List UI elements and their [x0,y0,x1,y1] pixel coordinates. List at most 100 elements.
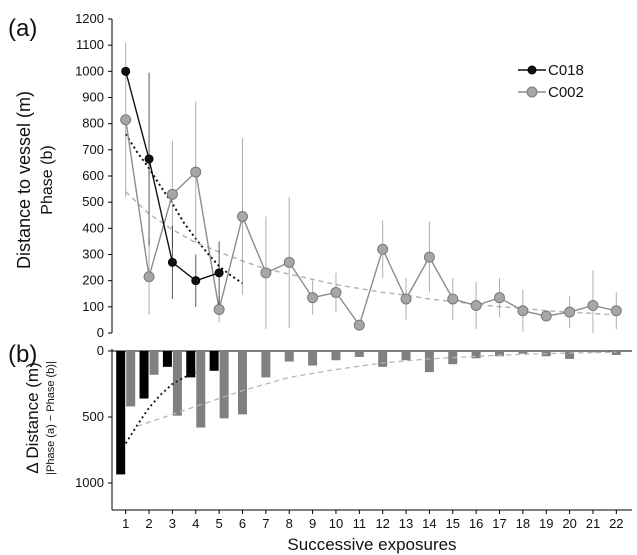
bar-c002 [565,351,575,359]
bar-c018 [162,351,172,367]
x-tick-label: 1 [122,516,129,531]
panel-b-y-axis-subtitle: |Phase (a) − Phase (b)| [45,361,57,475]
data-point-c002 [540,310,552,322]
legend-label-c002: C002 [548,84,584,101]
panel-a-y-tick-label: 700 [82,142,104,157]
data-point-c002 [260,267,272,279]
data-point-c002 [190,166,202,178]
bar-c002 [308,351,318,366]
bar-c018 [116,351,126,475]
data-point-c002 [447,293,459,305]
panel-a-y-axis-subtitle: Phase (b) [39,145,56,214]
trendline-c018 [124,133,244,285]
data-point-c002 [213,303,225,315]
data-point-c018 [144,154,154,164]
bar-c002 [219,351,229,419]
x-tick-label: 4 [192,516,199,531]
data-point-c002 [237,211,248,223]
panel-b-y-tick-label: 1000 [75,475,104,490]
panel-b-y-tick-label: 500 [82,409,104,424]
data-point-c002 [353,319,365,331]
panel-a-y-tick-label: 900 [82,90,104,105]
x-tick-label: 17 [492,516,506,531]
data-point-c002 [120,114,132,126]
x-tick-label: 5 [216,516,223,531]
data-point-c002 [517,305,529,317]
legend-marker-c002 [526,86,538,98]
bar-c002 [196,351,206,428]
data-point-c002 [283,256,295,268]
panel-a-label: (a) [8,15,37,42]
bar-c002 [331,351,341,361]
trendline-b-c018 [124,371,197,444]
panel-a-y-tick-label: 800 [82,116,104,131]
x-tick-label: 8 [286,516,293,531]
data-point-c002 [307,292,319,304]
bar-c002 [471,351,481,359]
bar-c018 [139,351,149,399]
x-tick-label: 6 [239,516,246,531]
bar-c002 [424,351,434,373]
x-tick-label: 12 [375,516,389,531]
x-tick-label: 19 [539,516,553,531]
data-point-c002 [494,292,505,304]
x-tick-label: 7 [262,516,269,531]
data-point-c002 [400,293,412,305]
x-tick-label: 9 [309,516,316,531]
panel-a-y-tick-label: 1000 [75,63,104,78]
data-point-c002 [143,271,155,283]
legend-label-c018: C018 [548,62,584,79]
data-point-c002 [587,300,599,312]
panel-a-y-tick-label: 100 [82,299,104,314]
data-point-c002 [423,251,435,263]
panel-a-y-tick-label: 1100 [76,37,104,52]
x-tick-label: 22 [609,516,623,531]
bar-c002 [378,351,388,367]
data-point-c002 [330,286,342,298]
bar-c018 [186,351,196,378]
x-axis-title: Successive exposures [287,535,456,554]
bar-c002 [611,351,621,355]
panel-a-y-tick-label: 200 [82,273,104,288]
data-point-c002 [610,305,622,317]
x-tick-label: 20 [562,516,576,531]
panel-b-y-tick-label: 0 [97,343,104,358]
x-tick-label: 18 [516,516,530,531]
data-point-c018 [214,268,224,278]
x-tick-label: 3 [169,516,176,531]
data-point-c002 [166,188,178,200]
bar-c002 [284,351,294,362]
panel-a-y-axis-title: Distance to vessel (m) [14,91,34,269]
data-point-c018 [121,66,131,76]
panel-a-y-tick-label: 300 [82,247,104,262]
panel-b-label: (b) [8,341,37,368]
panel-a-y-tick-label: 500 [82,194,104,209]
x-tick-label: 11 [353,516,367,531]
bar-c002 [261,351,271,378]
panel-a-y-tick-label: 0 [97,325,104,340]
bar-c002 [518,351,528,354]
bar-c002 [126,351,136,407]
bar-c018 [209,351,219,371]
x-tick-label: 14 [422,516,436,531]
x-tick-label: 15 [446,516,460,531]
legend-marker-c018 [527,65,537,75]
panel-a-y-tick-label: 600 [82,168,104,183]
bar-c002 [238,351,247,415]
bar-c002 [495,351,504,357]
panel-a: 0 100 200 300 400 500 600 700 800 900 1000 1100 1200… [75,11,622,340]
series-line-c002 [125,119,617,327]
panel-a-y-tick-label: 400 [82,220,104,235]
trendline-c002 [125,191,617,316]
trendline-b-c002 [137,351,617,427]
x-tick-label: 10 [329,516,343,531]
data-point-c002 [377,243,389,255]
x-tick-label: 2 [145,516,152,531]
data-point-c018 [167,257,177,267]
bar-c002 [149,351,159,375]
bar-c002 [401,351,411,361]
data-point-c002 [564,306,576,318]
panel-a-y-tick-label: 1200 [75,11,104,26]
